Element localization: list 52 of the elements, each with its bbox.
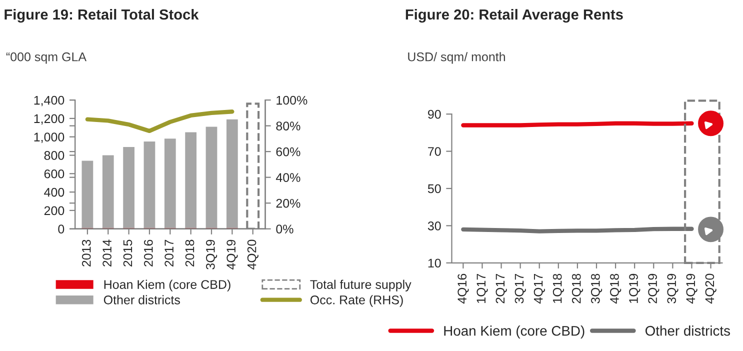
x-tick-label: 3Q19: [667, 274, 678, 304]
x-tick-label: 2Q17: [496, 274, 507, 304]
x-tick-label: 4Q19: [686, 274, 698, 304]
y2-tick-label: 40%: [276, 173, 300, 182]
chart-subtitle: USD/ sqm/ month: [408, 52, 505, 64]
x-tick-label: 2Q19: [648, 274, 660, 304]
x-tick-label: 2015: [123, 240, 132, 266]
x-tick-label: 2Q18: [572, 274, 584, 304]
y-tick-label: 50: [428, 184, 441, 194]
x-tick-label: 3Q17: [514, 274, 526, 304]
y-tick-label: 600: [44, 169, 64, 178]
x-tick-label: 3Q19: [206, 240, 218, 270]
x-tick-label: 2018: [185, 240, 194, 266]
x-tick-label: 1Q19: [629, 274, 640, 303]
y-tick-label: 0: [58, 224, 64, 234]
legend-label: Hoan Kiem (core CBD): [104, 280, 230, 292]
y-tick-label: 90: [428, 110, 441, 119]
x-tick-label: 2013: [82, 240, 91, 266]
y2-tick-label: 0%: [276, 224, 294, 234]
y-tick-label: 200: [44, 206, 64, 216]
x-tick-label: 4Q20: [705, 274, 716, 304]
y-tick-label: 1,200: [34, 114, 64, 125]
legend-label: Other districts: [104, 295, 180, 304]
x-tick-label: 1Q17: [476, 274, 488, 303]
y-tick-label: 1,000: [34, 132, 64, 143]
legend-label: Other districts: [645, 326, 730, 336]
x-tick-label: 4Q20: [247, 240, 258, 270]
y-tick-label: 800: [44, 151, 64, 160]
x-tick-label: 2014: [102, 240, 112, 266]
y-tick-label: 1,400: [34, 96, 64, 106]
y-tick-label: 400: [44, 188, 64, 197]
chart-title: Figure 19: Retail Total Stock: [4, 8, 199, 23]
legend-label: Occ. Rate (RHS): [310, 295, 403, 307]
chart-subtitle: “000 sqm GLA: [6, 52, 87, 64]
x-tick-label: 4Q19: [226, 240, 238, 270]
y-tick-label: 10: [428, 258, 441, 268]
y-tick-label: 30: [428, 221, 441, 230]
x-tick-label: 4Q18: [610, 274, 622, 304]
chart-title: Figure 20: Retail Average Rents: [406, 8, 623, 23]
legend-label: Total future supply: [310, 280, 412, 292]
y2-tick-label: 80%: [276, 122, 300, 130]
x-tick-label: 1Q18: [552, 274, 564, 303]
y-tick-label: 70: [428, 147, 441, 156]
y2-tick-label: 100%: [276, 96, 308, 105]
x-tick-label: 2017: [164, 240, 174, 266]
x-tick-label: 2016: [144, 240, 153, 266]
y2-tick-label: 60%: [276, 147, 300, 156]
y2-tick-label: 20%: [276, 198, 300, 208]
x-tick-label: 3Q18: [590, 274, 602, 304]
x-tick-label: 4Q16: [458, 274, 469, 304]
legend-label: Hoan Kiem (core CBD): [444, 326, 584, 338]
x-tick-label: 4Q17: [534, 274, 545, 304]
